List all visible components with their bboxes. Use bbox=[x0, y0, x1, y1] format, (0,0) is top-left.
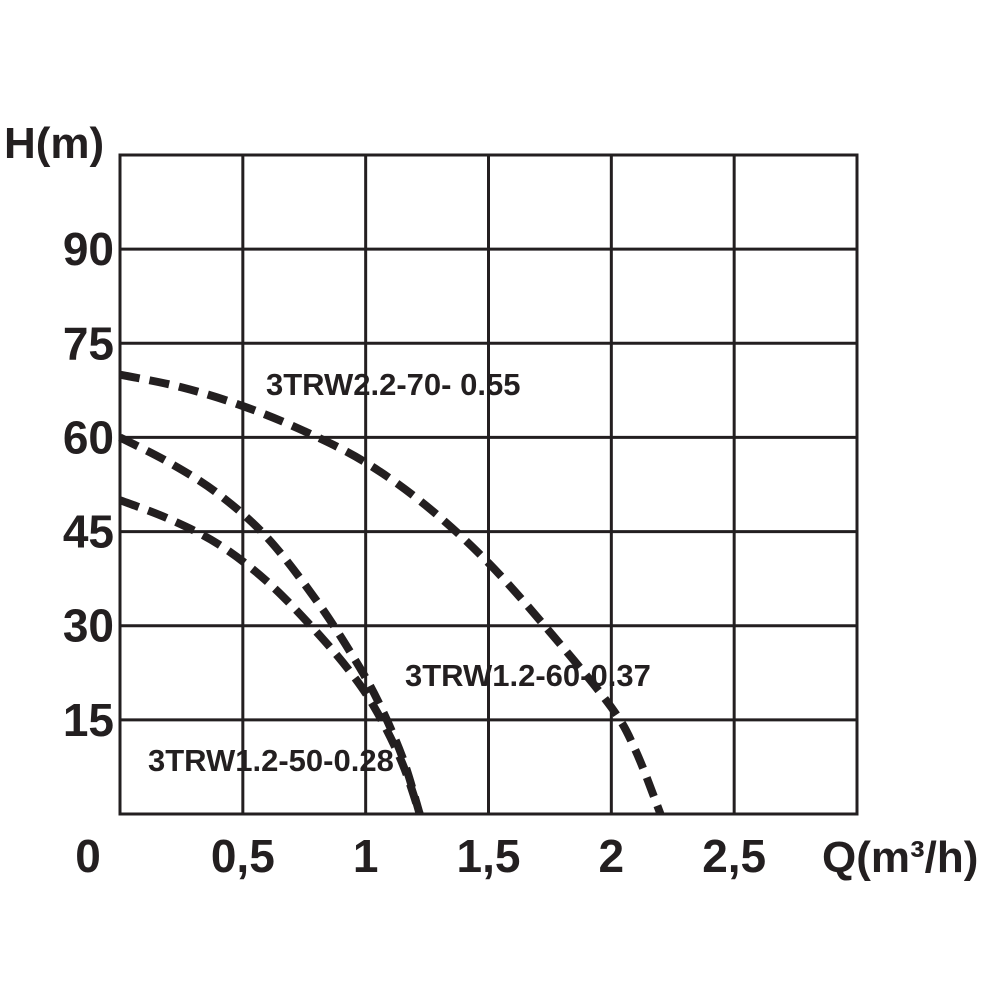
x-axis-title: Q(m³/h) bbox=[822, 833, 978, 882]
chart-curves bbox=[118, 370, 665, 816]
curve-label-3trw1-2-50: 3TRW1.2-50-0.28 bbox=[148, 743, 394, 778]
x-tick-label: 0,5 bbox=[211, 830, 275, 882]
curve-label-3trw2-2-70: 3TRW2.2-70- 0.55 bbox=[266, 367, 520, 402]
series-curve-2 bbox=[118, 496, 424, 816]
y-tick-label: 15 bbox=[63, 694, 114, 746]
x-tick-label: 1,5 bbox=[457, 830, 521, 882]
y-tick-label: 45 bbox=[63, 506, 114, 558]
y-axis-title: H(m) bbox=[4, 119, 104, 168]
chart-labels: H(m) Q(m³/h) 3TRW2.2-70- 0.55 3TRW1.2-60… bbox=[4, 119, 978, 882]
series-curve-1 bbox=[118, 433, 424, 816]
x-tick-label: 2 bbox=[599, 830, 625, 882]
curve-label-3trw1-2-60: 3TRW1.2-60-0.37 bbox=[405, 658, 651, 693]
y-tick-label: 90 bbox=[63, 223, 114, 275]
y-tick-label: 30 bbox=[63, 600, 114, 652]
x-tick-label: 1 bbox=[353, 830, 379, 882]
x-tick-label: 0 bbox=[75, 830, 101, 882]
y-tick-label: 60 bbox=[63, 411, 114, 463]
series-curve-0 bbox=[119, 370, 665, 816]
chart-grid bbox=[118, 153, 859, 816]
x-tick-label: 2,5 bbox=[702, 830, 766, 882]
y-tick-label: 75 bbox=[63, 317, 114, 369]
